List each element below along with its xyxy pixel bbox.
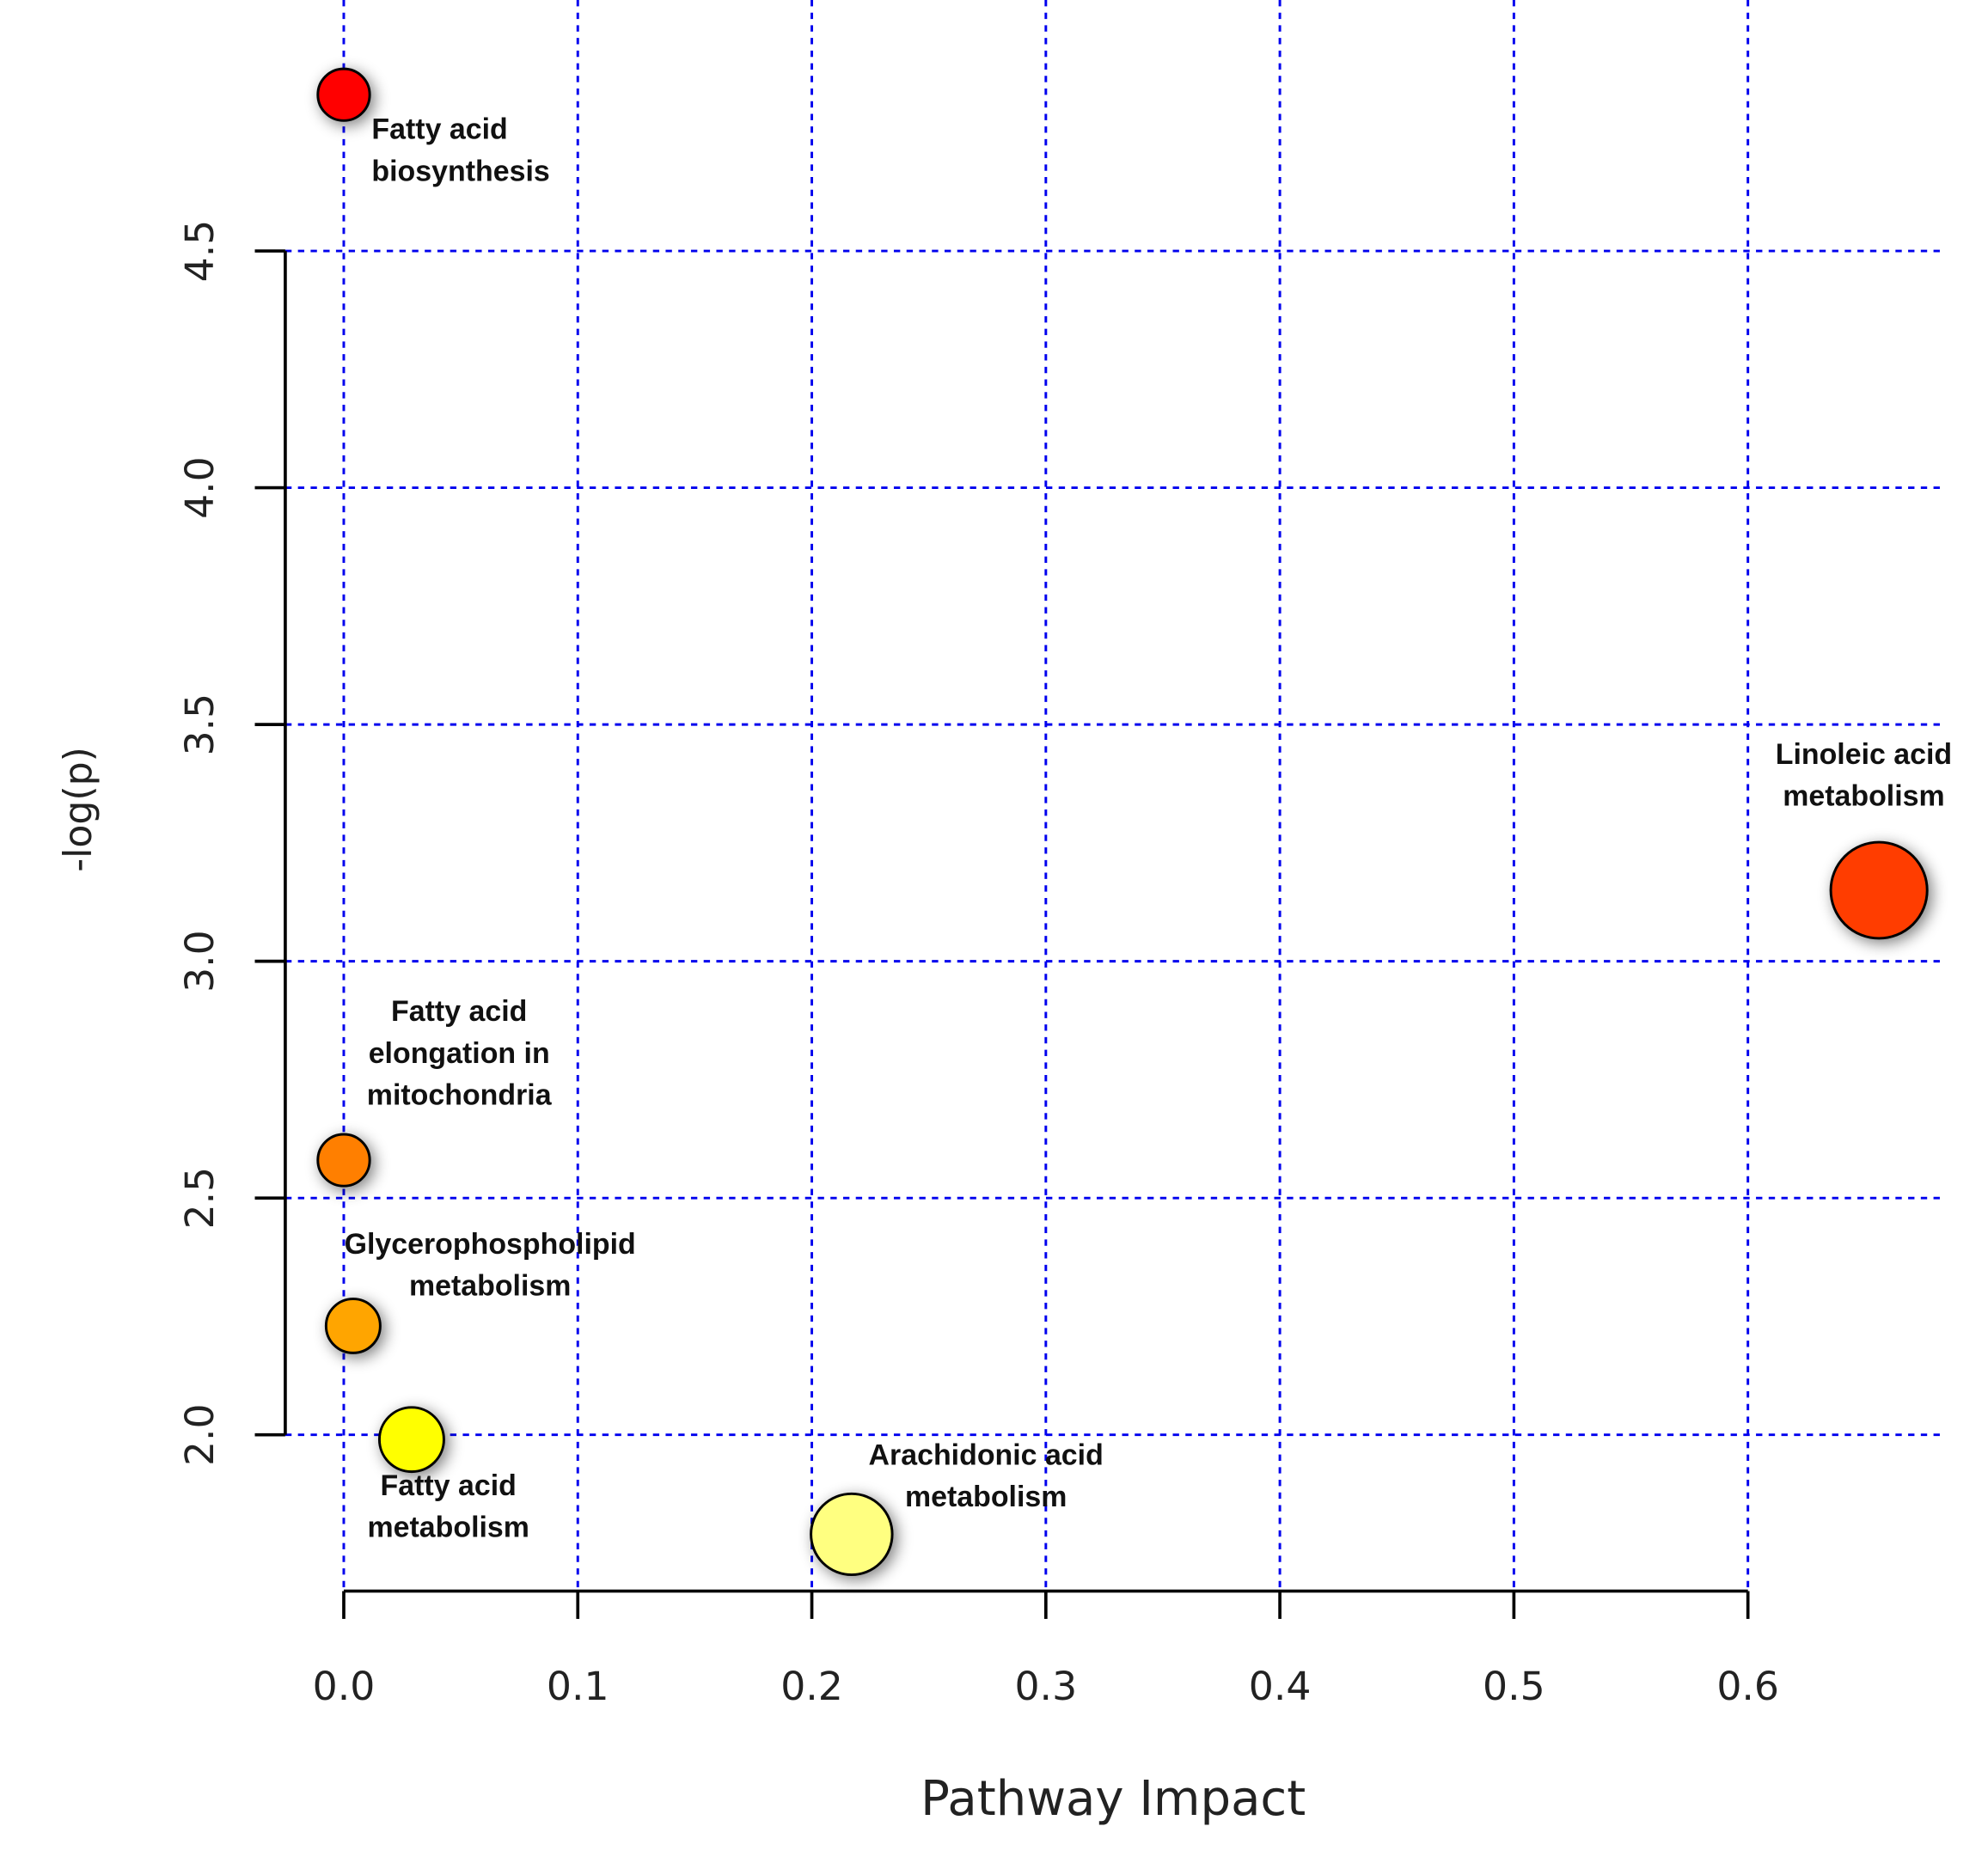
bubble xyxy=(316,67,371,122)
point-label: Glycerophospholipid metabolism xyxy=(345,1228,636,1303)
point-label-line: Glycerophospholipid xyxy=(345,1228,636,1261)
x-tick-label: 0.3 xyxy=(1014,1664,1077,1709)
y-tick-label: 3.0 xyxy=(177,930,223,993)
bubble xyxy=(324,1298,382,1354)
y-tick-label: 4.5 xyxy=(177,220,223,283)
y-tick-label: 3.5 xyxy=(177,693,223,756)
x-tick-label: 0.2 xyxy=(780,1664,843,1709)
x-tick-label: 0.0 xyxy=(313,1664,376,1709)
grid xyxy=(284,0,1940,1591)
point-label-line: elongation in xyxy=(369,1037,550,1070)
point-label-line: Fatty acid xyxy=(371,113,507,146)
point-label: Fatty acid biosynthesis xyxy=(371,113,549,188)
bubble xyxy=(810,1492,894,1577)
point-label-line: Fatty acid xyxy=(381,1469,517,1502)
bubble xyxy=(377,1406,445,1474)
point-label: Fatty acid metabolism xyxy=(367,1469,529,1544)
axes xyxy=(254,249,1750,1619)
point-label-line: metabolism xyxy=(409,1270,571,1303)
point-label-line: metabolism xyxy=(1783,779,1944,812)
x-tick-label: 0.4 xyxy=(1249,1664,1312,1709)
point-label-line: Arachidonic acid xyxy=(869,1439,1104,1472)
point-label-line: Linoleic acid xyxy=(1776,738,1952,771)
point-label-line: metabolism xyxy=(367,1512,529,1544)
y-tick-label: 2.0 xyxy=(177,1403,223,1466)
x-axis-title: Pathway Impact xyxy=(921,1771,1306,1827)
bubble xyxy=(316,1133,371,1188)
bubble xyxy=(1829,840,1929,940)
point-label-line: biosynthesis xyxy=(371,155,549,187)
point-label-line: mitochondria xyxy=(367,1078,553,1111)
x-tick-label: 0.1 xyxy=(547,1664,609,1709)
point-label: Arachidonic acid metabolism xyxy=(869,1439,1104,1514)
y-tick-label: 4.0 xyxy=(177,456,223,519)
point-label: Linoleic acid metabolism xyxy=(1776,738,1952,813)
point-label-line: Fatty acid xyxy=(391,995,527,1028)
y-axis-title: -log(p) xyxy=(57,747,101,872)
x-tick-label: 0.5 xyxy=(1483,1664,1545,1709)
x-tick-label: 0.6 xyxy=(1716,1664,1779,1709)
point-label: Fatty acid elongation in mitochondria xyxy=(367,995,553,1111)
point-label-line: metabolism xyxy=(905,1481,1067,1513)
y-tick-label: 2.5 xyxy=(177,1167,223,1230)
